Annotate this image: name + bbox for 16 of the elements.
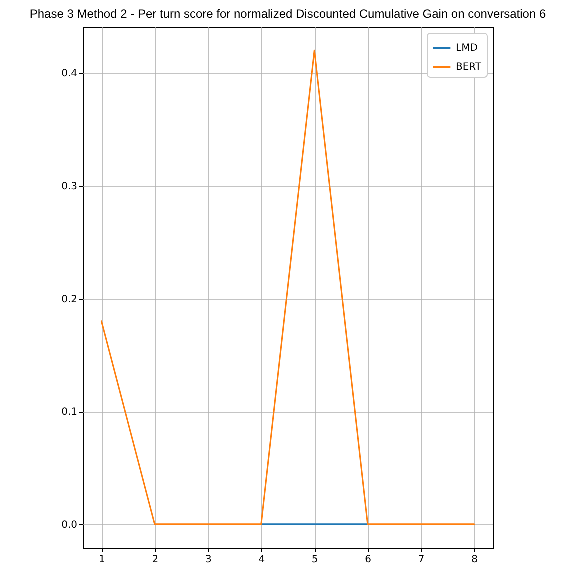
x-tick-label: 4 bbox=[258, 554, 266, 566]
y-tick-label: 0.1 bbox=[62, 407, 78, 418]
y-tick-label: 0.4 bbox=[62, 68, 78, 80]
y-tick-label: 0.3 bbox=[62, 182, 78, 193]
x-tick-label: 3 bbox=[205, 554, 212, 566]
x-tick-label: 1 bbox=[98, 554, 106, 566]
legend-label: BERT bbox=[456, 62, 482, 73]
y-tick-label: 0.0 bbox=[62, 520, 78, 531]
x-tick-label: 7 bbox=[418, 554, 425, 566]
x-tick-label: 6 bbox=[365, 554, 372, 566]
y-tick-label: 0.2 bbox=[62, 294, 78, 306]
chart-title: Phase 3 Method 2 - Per turn score for normalized Discounted Cumulative Gain on conversation 6 bbox=[30, 7, 546, 21]
x-tick-label: 2 bbox=[152, 554, 159, 566]
legend-label: LMD bbox=[456, 43, 478, 54]
x-tick-label: 5 bbox=[312, 554, 318, 566]
x-tick-label: 8 bbox=[472, 554, 478, 566]
